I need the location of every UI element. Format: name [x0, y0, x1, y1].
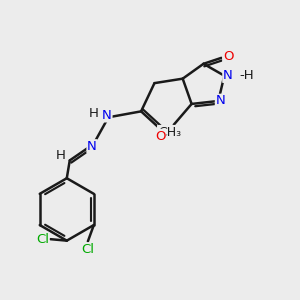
Text: Cl: Cl: [81, 243, 94, 256]
Text: N: N: [102, 109, 112, 122]
Text: H: H: [55, 149, 65, 162]
Text: N: N: [223, 69, 233, 82]
Text: N: N: [216, 94, 225, 107]
Text: N: N: [87, 140, 97, 153]
Text: CH₃: CH₃: [158, 126, 181, 139]
Text: O: O: [155, 130, 166, 142]
Text: -H: -H: [240, 69, 254, 82]
Text: O: O: [223, 50, 233, 63]
Text: H: H: [89, 107, 99, 120]
Text: Cl: Cl: [36, 233, 49, 246]
